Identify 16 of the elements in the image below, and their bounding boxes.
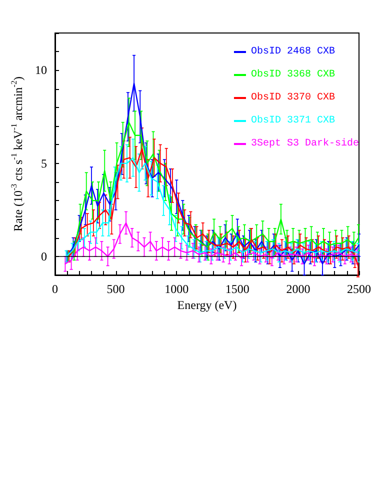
x-tick-label: 2500 [347,282,371,296]
text: Rate (10-3 cts s-1 keV-1 arcmin-2) [10,76,26,232]
x-tick-label: 1500 [225,282,250,296]
x-tick-label: 2000 [286,282,310,296]
legend-label: 3Sept S3 Dark-side [250,138,360,150]
x-tick-label: 0 [52,282,58,296]
y-tick-label: 10 [35,63,47,78]
x-tick-label: 1000 [164,282,189,296]
x-tick-label: 500 [106,282,125,296]
legend-label: ObsID 3370 CXB [250,92,335,104]
y-tick-label: 5 [41,156,47,170]
y-tick-label: 0 [41,249,47,264]
legend-label: ObsID 3371 CXB [250,114,335,126]
x-axis-title: Energy (eV) [177,298,237,312]
legend-label: ObsID 3368 CXB [250,68,335,80]
legend-label: ObsID 2468 CXB [250,46,335,58]
